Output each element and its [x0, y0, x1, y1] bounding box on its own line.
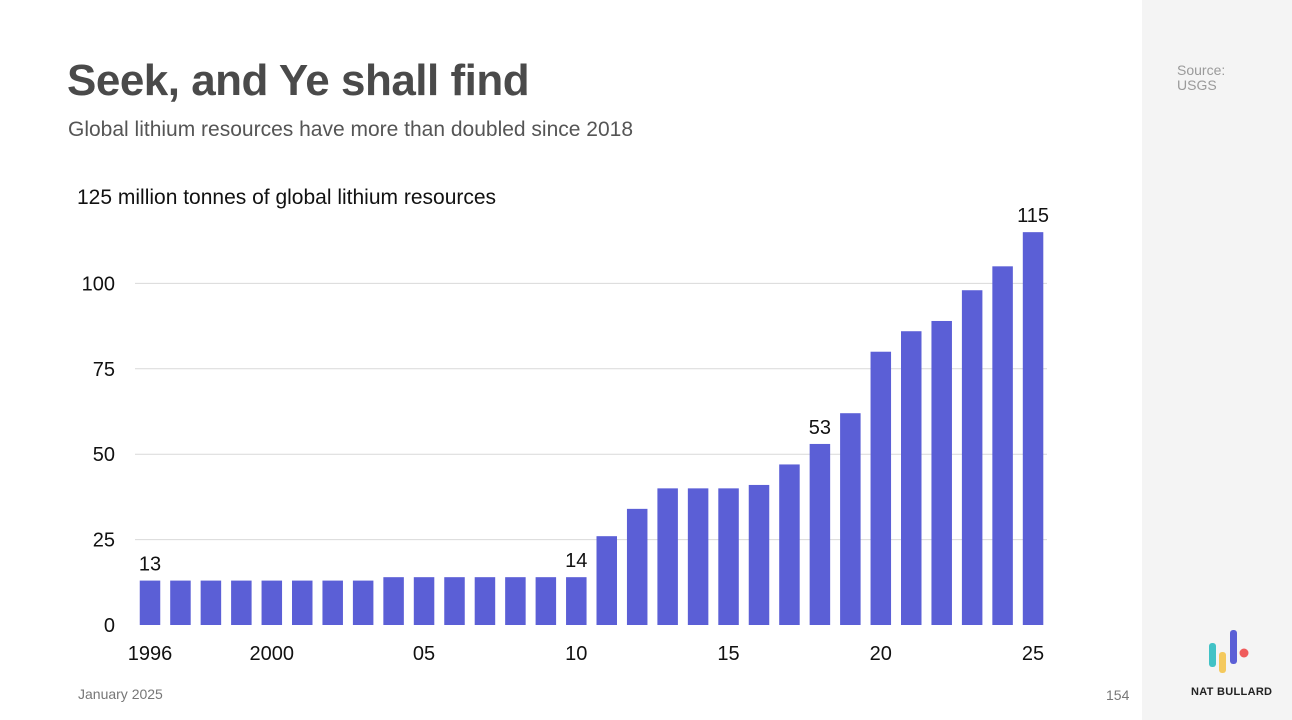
- data-label-2025: 115: [1017, 205, 1049, 227]
- bar-2022: [931, 320, 952, 625]
- source-label: Source:: [1177, 62, 1226, 78]
- data-label-2010: 14: [565, 550, 587, 572]
- y-tick-label-0: 0: [104, 615, 115, 637]
- x-tick-label-05: 05: [413, 643, 435, 665]
- bar-2016: [748, 484, 770, 625]
- bar-2021: [901, 331, 922, 625]
- bar-2025: [1022, 232, 1044, 625]
- page-number: 154: [1106, 687, 1130, 703]
- bar-2014: [687, 488, 709, 625]
- bar-2011: [596, 536, 617, 625]
- bar-2012: [626, 508, 648, 625]
- bar-2006: [444, 577, 465, 625]
- bar-1997: [170, 580, 191, 625]
- bar-1996: [139, 580, 161, 625]
- y-tick-label-50: 50: [93, 444, 115, 466]
- y-tick-label-25: 25: [93, 530, 115, 552]
- x-tick-label-15: 15: [717, 643, 739, 665]
- chart-title: 125 million tonnes of global lithium res…: [77, 186, 496, 209]
- footer-date: January 2025: [78, 686, 163, 702]
- bars: [139, 232, 1044, 625]
- x-tick-label-25: 25: [1022, 643, 1044, 665]
- bar-1999: [231, 580, 252, 625]
- source-value: USGS: [1177, 77, 1217, 93]
- bar-2005: [413, 577, 435, 625]
- y-axis-ticks: 0 25 50 75 100: [82, 273, 115, 637]
- bar-2000: [261, 580, 283, 625]
- grid-lines: [135, 282, 1047, 541]
- bar-2009: [535, 577, 557, 625]
- bar-2017: [779, 464, 800, 625]
- brand-name: NAT BULLARD: [1191, 686, 1273, 698]
- bar-1998: [200, 580, 222, 625]
- bar-2002: [322, 580, 343, 625]
- bar-2020: [870, 351, 892, 625]
- side-panel: [1142, 0, 1292, 720]
- bar-2004: [383, 577, 404, 625]
- data-label-1996: 13: [139, 554, 161, 576]
- slide-main: Seek, and Ye shall find Global lithium r…: [67, 56, 1130, 703]
- bar-chart: 125 million tonnes of global lithium res…: [77, 186, 1049, 665]
- x-tick-label-1996: 1996: [128, 643, 173, 665]
- bar-2003: [352, 580, 374, 625]
- nat-bullard-logo-icon: [1209, 630, 1249, 673]
- bar-2001: [292, 580, 313, 625]
- page-subtitle: Global lithium resources have more than …: [68, 118, 634, 141]
- x-tick-label-10: 10: [565, 643, 587, 665]
- x-axis-ticks: 1996 2000 05 10 15 20 25: [128, 643, 1044, 665]
- bar-2007: [474, 577, 496, 625]
- x-tick-label-20: 20: [870, 643, 892, 665]
- bar-2019: [840, 413, 861, 625]
- y-tick-label-75: 75: [93, 359, 115, 381]
- bar-2023: [961, 290, 983, 625]
- bar-2015: [718, 488, 739, 625]
- bar-2024: [992, 266, 1013, 625]
- page-title: Seek, and Ye shall find: [67, 56, 530, 105]
- bar-2008: [505, 577, 526, 625]
- data-label-2018: 53: [809, 417, 831, 439]
- bar-2018: [809, 443, 831, 625]
- x-tick-label-2000: 2000: [250, 643, 295, 665]
- data-labels: 13 14 53 115: [139, 205, 1049, 575]
- bar-2013: [657, 488, 678, 625]
- y-tick-label-100: 100: [82, 273, 115, 295]
- source-note: Source: USGS: [1177, 63, 1225, 93]
- bar-2010: [566, 577, 587, 625]
